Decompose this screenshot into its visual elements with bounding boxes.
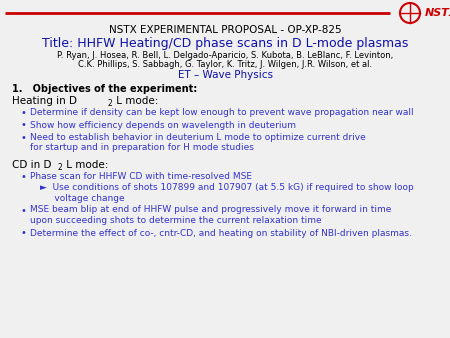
Text: MSE beam blip at end of HHFW pulse and progressively move it forward in time: MSE beam blip at end of HHFW pulse and p…	[30, 206, 391, 215]
Text: Heating in D: Heating in D	[12, 96, 77, 106]
Text: Phase scan for HHFW CD with time-resolved MSE: Phase scan for HHFW CD with time-resolve…	[30, 172, 252, 181]
Text: •: •	[20, 121, 26, 130]
Text: Determine the effect of co-, cntr-CD, and heating on stability of NBI-driven pla: Determine the effect of co-, cntr-CD, an…	[30, 228, 412, 238]
Text: CD in D: CD in D	[12, 160, 51, 170]
Text: •: •	[20, 133, 26, 143]
Text: NSTX: NSTX	[425, 8, 450, 18]
Text: •: •	[20, 172, 26, 182]
Text: L mode:: L mode:	[113, 96, 158, 106]
Text: P. Ryan, J. Hosea, R. Bell, L. Delgado-Aparicio, S. Kubota, B. LeBlanc, F. Levin: P. Ryan, J. Hosea, R. Bell, L. Delgado-A…	[57, 51, 393, 60]
Text: 2: 2	[57, 163, 62, 172]
Text: 2: 2	[107, 99, 112, 108]
Text: NSTX EXPERIMENTAL PROPOSAL - OP-XP-825: NSTX EXPERIMENTAL PROPOSAL - OP-XP-825	[109, 25, 341, 35]
Text: ►  Use conditions of shots 107899 and 107907 (at 5.5 kG) if required to show loo: ► Use conditions of shots 107899 and 107…	[40, 184, 414, 193]
Text: •: •	[20, 206, 26, 216]
Text: upon succeeding shots to determine the current relaxation time: upon succeeding shots to determine the c…	[30, 216, 322, 225]
Text: C.K. Phillips, S. Sabbagh, G. Taylor, K. Tritz, J. Wilgen, J.R. Wilson, et al.: C.K. Phillips, S. Sabbagh, G. Taylor, K.…	[78, 60, 372, 69]
Text: •: •	[20, 228, 26, 239]
Text: for startup and in preparation for H mode studies: for startup and in preparation for H mod…	[30, 144, 254, 152]
Text: ET – Wave Physics: ET – Wave Physics	[177, 70, 273, 80]
Text: Show how efficiency depends on wavelength in deuterium: Show how efficiency depends on wavelengt…	[30, 121, 296, 129]
Text: Determine if density can be kept low enough to prevent wave propagation near wal: Determine if density can be kept low eno…	[30, 108, 414, 117]
Text: voltage change: voltage change	[40, 194, 125, 203]
Text: 1.   Objectives of the experiment:: 1. Objectives of the experiment:	[12, 84, 197, 94]
Text: •: •	[20, 108, 26, 118]
Text: Need to establish behavior in deuterium L mode to optimize current drive: Need to establish behavior in deuterium …	[30, 133, 366, 142]
Text: L mode:: L mode:	[63, 160, 108, 170]
Text: Title: HHFW Heating/CD phase scans in D L-mode plasmas: Title: HHFW Heating/CD phase scans in D …	[42, 37, 408, 50]
